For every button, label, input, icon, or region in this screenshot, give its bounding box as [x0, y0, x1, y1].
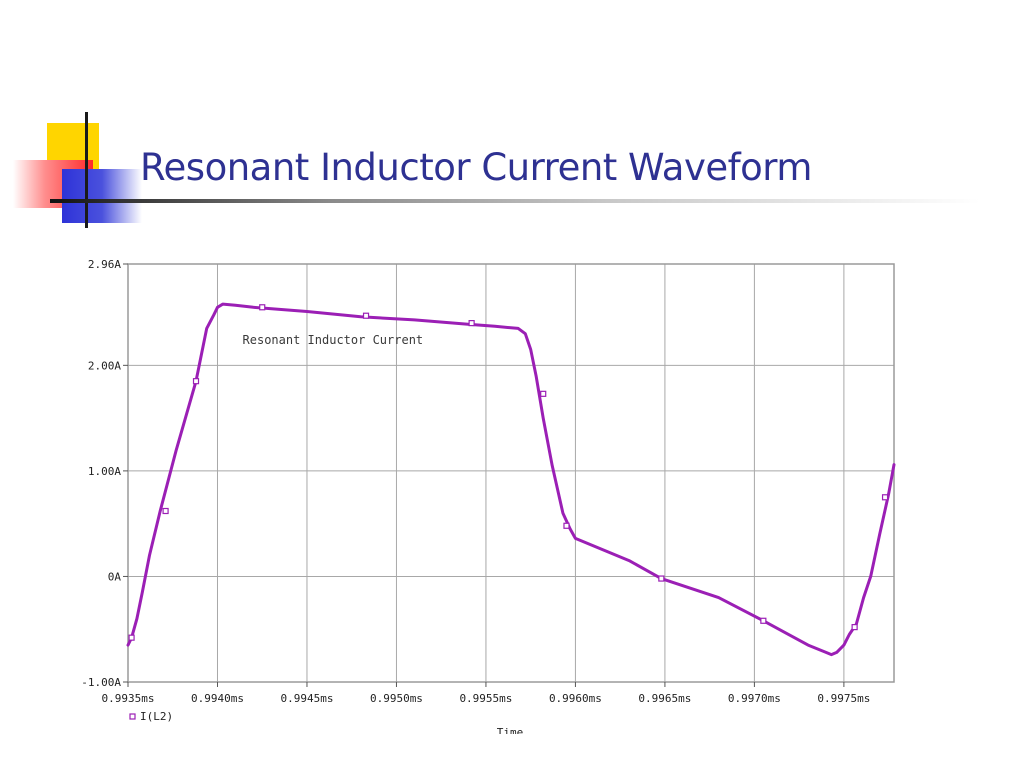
legend-label: I(L2) — [140, 710, 173, 723]
legend-marker — [129, 713, 136, 720]
x-tick-label: 0.9975ms — [817, 692, 870, 705]
y-tick-label: -1.00A — [81, 676, 121, 689]
chart-container: 0.9935ms 0.9940ms 0.9945ms 0.9950ms 0.9955ms… — [60, 248, 920, 734]
y-tick-label: 0A — [108, 570, 122, 583]
legend: I(L2) — [129, 710, 173, 723]
series-marker — [128, 634, 135, 641]
series-marker — [760, 617, 767, 624]
series-marker — [851, 624, 858, 631]
y-tick-label: 2.00A — [88, 359, 121, 372]
slide-title: Resonant Inductor Current Waveform — [140, 146, 812, 189]
inductor-current-chart: 0.9935ms 0.9940ms 0.9945ms 0.9950ms 0.9955ms… — [81, 258, 896, 734]
y-tick-label: 2.96A — [88, 258, 121, 271]
plot-frame — [127, 263, 895, 683]
series-marker — [881, 494, 889, 501]
series-marker — [162, 507, 169, 515]
x-tick-label: 0.9970ms — [728, 692, 781, 705]
series-marker — [658, 575, 665, 582]
series-marker — [192, 378, 200, 385]
decor-blue-square — [62, 169, 142, 223]
x-tick-label: 0.9945ms — [280, 692, 333, 705]
chart-annotation: Resonant Inductor Current — [243, 333, 424, 347]
x-axis-label: Time — [497, 726, 524, 734]
series-markers — [128, 304, 889, 641]
x-tick-label: 0.9955ms — [459, 692, 512, 705]
series-marker — [259, 304, 266, 311]
x-tick-label: 0.9965ms — [638, 692, 691, 705]
grid — [127, 263, 894, 683]
axis-ticks: 0.9935ms 0.9940ms 0.9945ms 0.9950ms 0.9955ms… — [81, 258, 870, 705]
series-marker — [468, 320, 475, 327]
decor-vertical-line — [85, 112, 88, 228]
series-marker — [540, 390, 547, 397]
x-tick-label: 0.9950ms — [370, 692, 423, 705]
x-tick-label: 0.9960ms — [549, 692, 602, 705]
series-marker — [362, 312, 370, 319]
y-tick-label: 1.00A — [88, 465, 121, 478]
series-line-i-l2 — [126, 302, 896, 657]
x-tick-label: 0.9940ms — [191, 692, 244, 705]
x-tick-label: 0.9935ms — [102, 692, 155, 705]
series-marker — [563, 522, 570, 529]
title-underline — [50, 199, 980, 203]
